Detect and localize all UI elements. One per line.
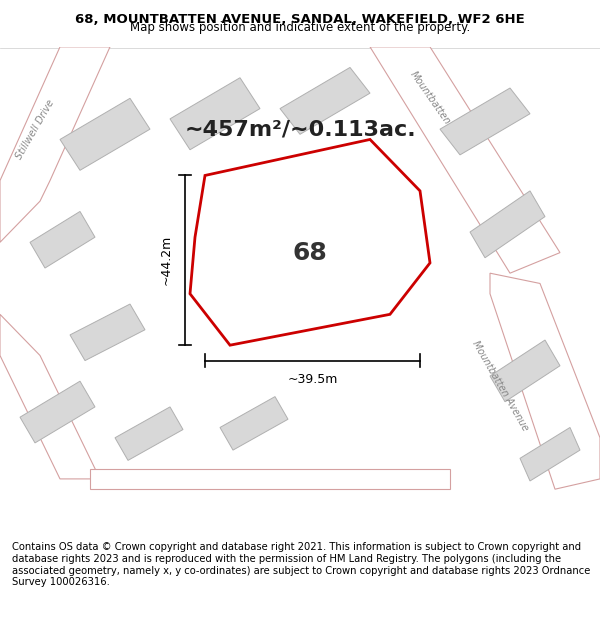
Polygon shape — [60, 98, 150, 170]
Polygon shape — [0, 314, 100, 479]
Polygon shape — [440, 88, 530, 155]
Text: ~39.5m: ~39.5m — [287, 373, 338, 386]
Text: 68: 68 — [293, 241, 328, 264]
Text: ~44.2m: ~44.2m — [160, 235, 173, 286]
Polygon shape — [30, 211, 95, 268]
Polygon shape — [70, 304, 145, 361]
Polygon shape — [470, 191, 545, 258]
Text: Map shows position and indicative extent of the property.: Map shows position and indicative extent… — [130, 21, 470, 34]
Text: Contains OS data © Crown copyright and database right 2021. This information is : Contains OS data © Crown copyright and d… — [12, 542, 590, 587]
Text: Mountbatten: Mountbatten — [408, 70, 452, 127]
Polygon shape — [90, 469, 450, 489]
Polygon shape — [115, 407, 183, 461]
Text: ~457m²/~0.113ac.: ~457m²/~0.113ac. — [184, 119, 416, 139]
Polygon shape — [280, 68, 370, 134]
Polygon shape — [490, 273, 600, 489]
Polygon shape — [170, 78, 260, 150]
Polygon shape — [190, 139, 430, 345]
Polygon shape — [520, 428, 580, 481]
Polygon shape — [220, 397, 288, 450]
Polygon shape — [370, 47, 560, 273]
Text: Mountbatten Avenue: Mountbatten Avenue — [470, 339, 530, 433]
Text: Stillwell Drive: Stillwell Drive — [14, 98, 56, 161]
Text: 68, MOUNTBATTEN AVENUE, SANDAL, WAKEFIELD, WF2 6HE: 68, MOUNTBATTEN AVENUE, SANDAL, WAKEFIEL… — [75, 13, 525, 26]
Polygon shape — [0, 47, 110, 242]
Polygon shape — [490, 340, 560, 402]
Polygon shape — [20, 381, 95, 443]
Polygon shape — [310, 150, 395, 217]
